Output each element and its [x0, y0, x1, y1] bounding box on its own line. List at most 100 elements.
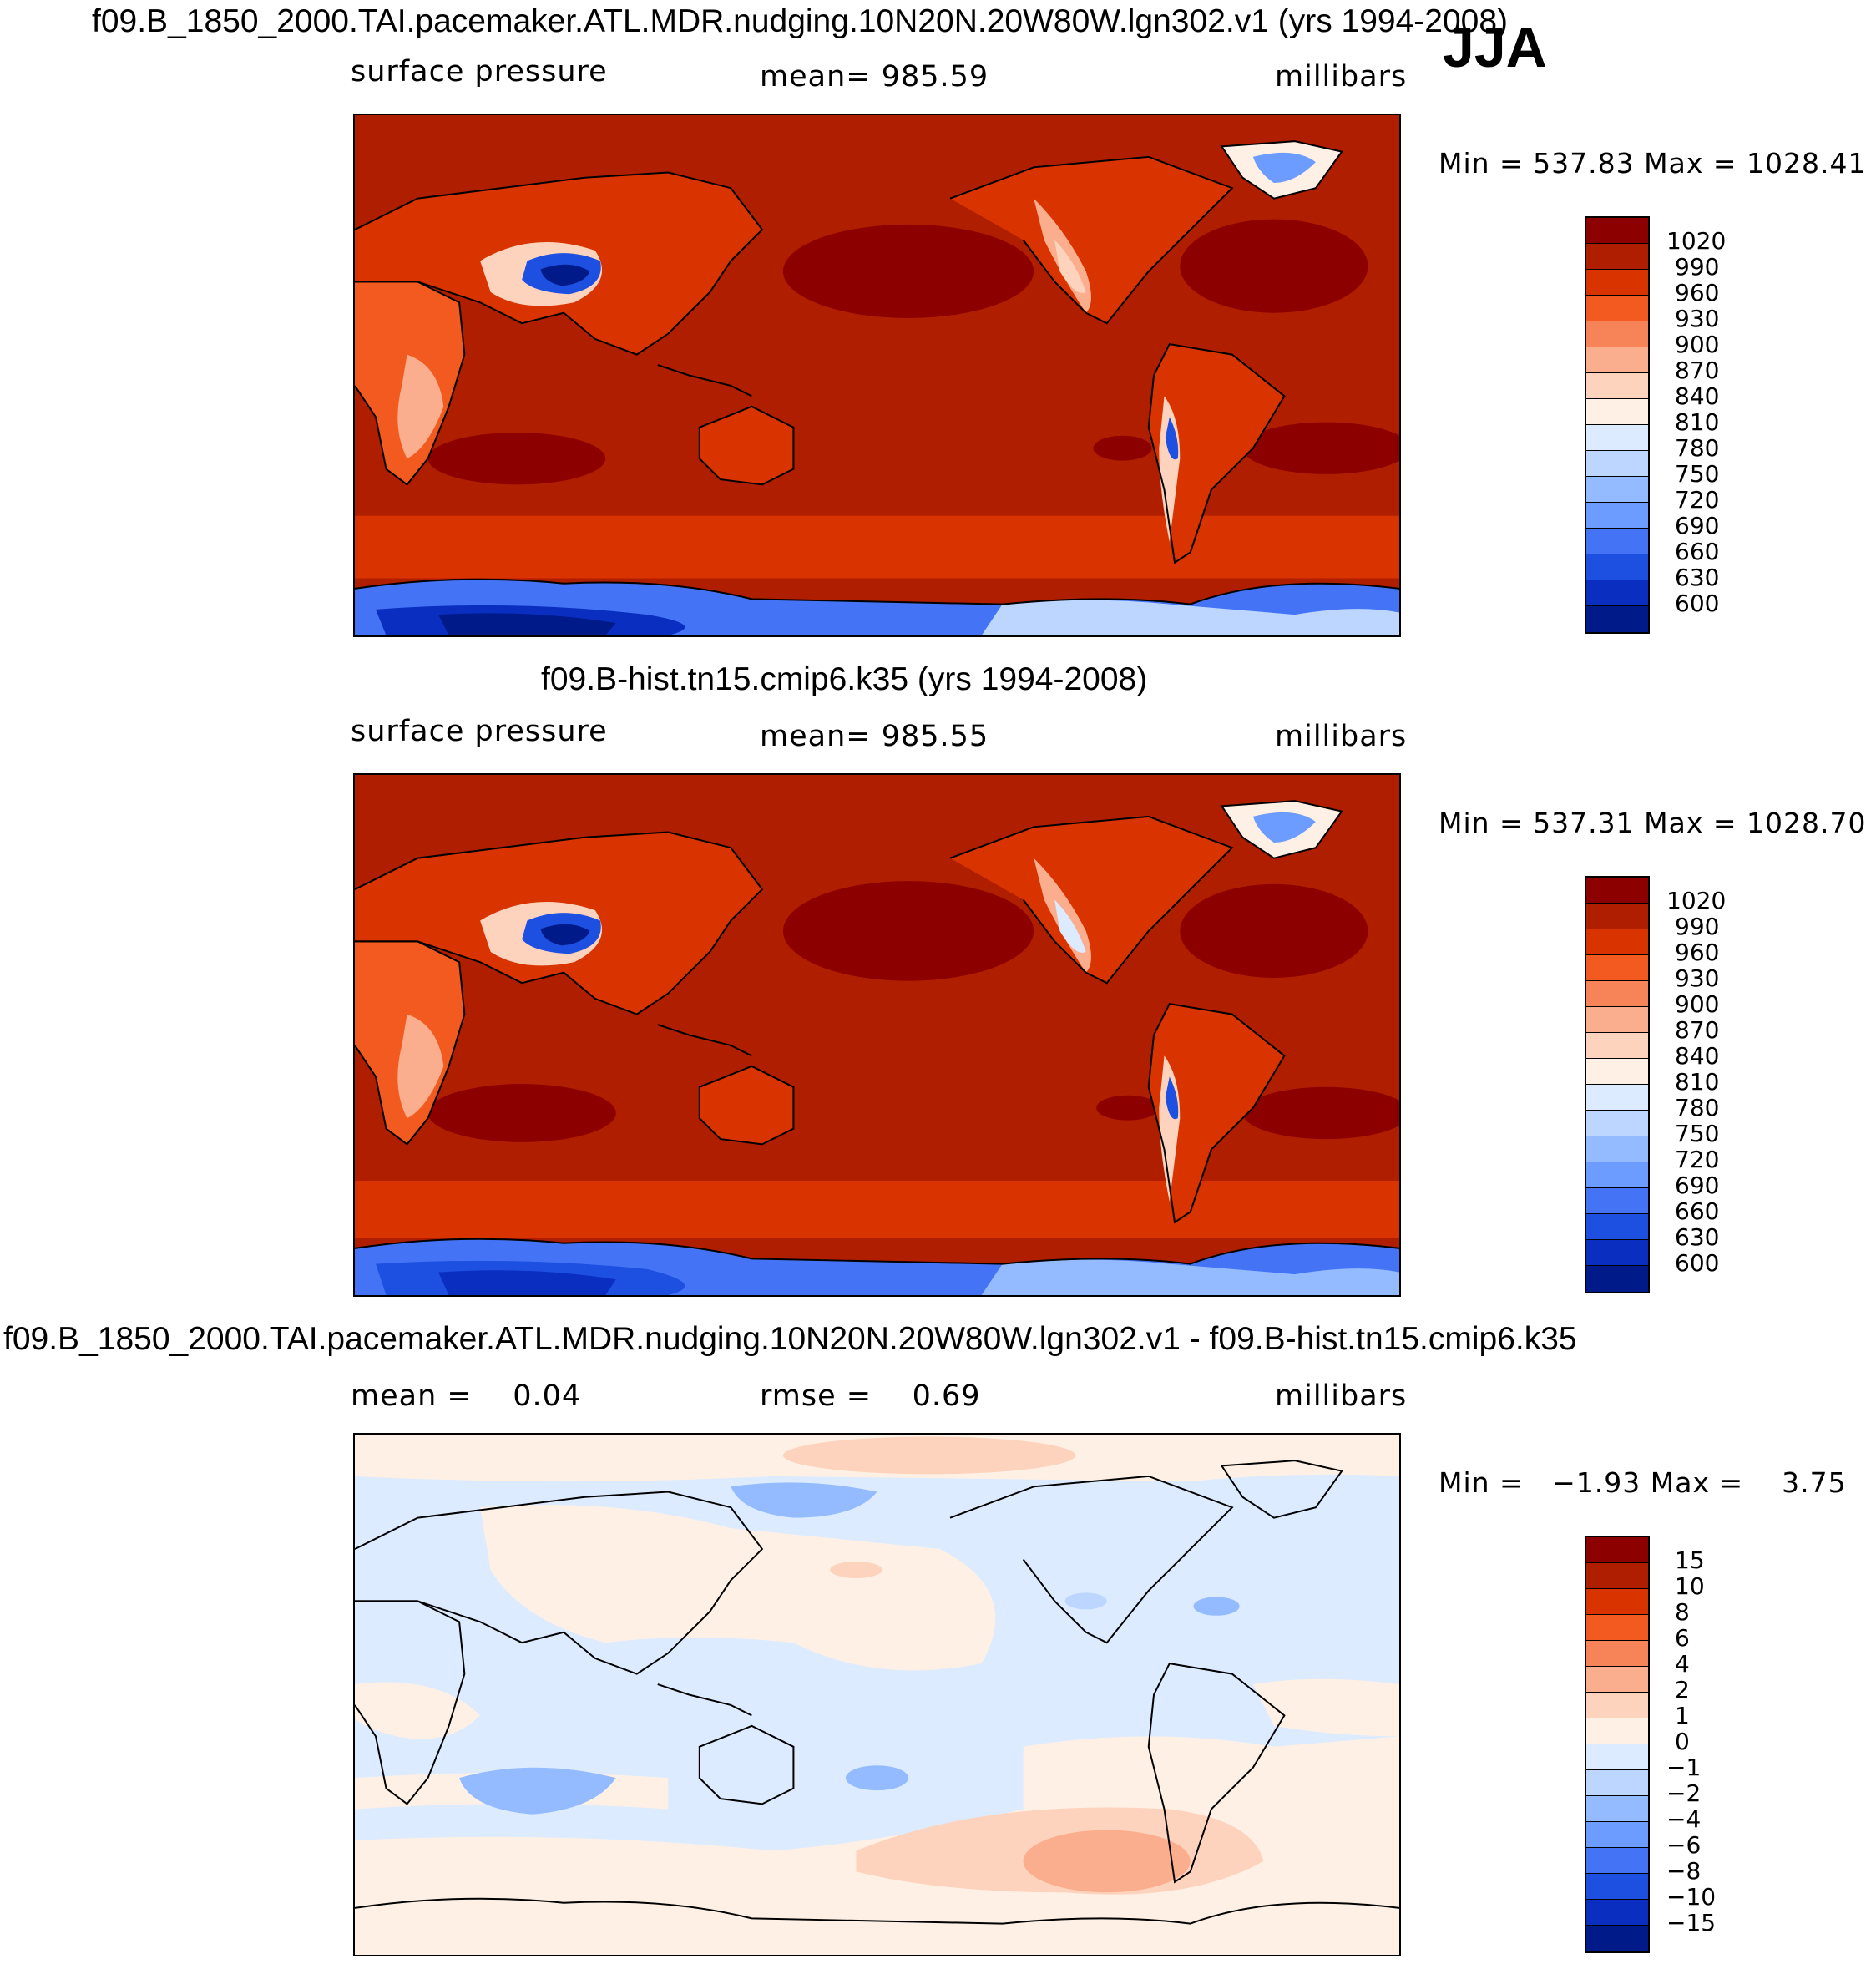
panel1-colorbar-bin	[1586, 451, 1648, 477]
panel1-colorbar-bin	[1586, 347, 1648, 373]
panel3-level-label: −4	[1666, 1805, 1702, 1833]
panel1-colorbar-bin	[1586, 270, 1648, 296]
south-atlantic-high	[1242, 1086, 1399, 1140]
panel1-level-label: 720	[1675, 486, 1720, 514]
panel3-colorbar-bin	[1586, 1874, 1648, 1900]
atlantic-positive	[1252, 1678, 1399, 1737]
panel1-level-label: 1020	[1666, 227, 1727, 255]
panel3-level-label: 15	[1675, 1546, 1705, 1574]
panel2-level-label: 780	[1675, 1094, 1720, 1121]
panel1-colorbar-bin	[1586, 399, 1648, 425]
panel3-colorbar	[1585, 1536, 1650, 1953]
panel3-colorbar-bin	[1586, 1848, 1648, 1874]
coastlines	[355, 1460, 1399, 1925]
panel2-level-label: 1020	[1666, 887, 1727, 914]
panel2-colorbar-bin	[1586, 904, 1648, 929]
eurasia-pacific-positive	[480, 1505, 996, 1671]
south-pacific-high	[1093, 435, 1152, 461]
azores-high	[1180, 219, 1368, 313]
panel2-level-label: 840	[1675, 1042, 1720, 1070]
tibetan-plateau-core	[540, 264, 590, 286]
panel1-colorbar-bin	[1586, 503, 1648, 529]
panel2-colorbar-bin	[1586, 955, 1648, 981]
panel3-colorbar-bin	[1586, 1615, 1648, 1641]
south-indian-negative	[459, 1767, 616, 1815]
panel1-title: f09.B_1850_2000.TAI.pacemaker.ATL.MDR.nu…	[92, 3, 1509, 39]
panel3-level-label: 10	[1675, 1572, 1705, 1600]
panel2-colorbar-bin	[1586, 1085, 1648, 1111]
panel2-level-label: 930	[1675, 964, 1720, 992]
panel3-map-svg	[355, 1435, 1399, 1955]
antarctica-plateau-core	[438, 613, 616, 635]
caribbean-negative	[1193, 1597, 1240, 1616]
panel1-level-label: 960	[1675, 279, 1720, 306]
panel1-level-label: 750	[1675, 460, 1720, 488]
panel2-map-svg	[355, 775, 1399, 1295]
panel3-colorbar-bin	[1586, 1822, 1648, 1848]
panel3-colorbar-bin	[1586, 1563, 1648, 1589]
panel2-minmax-label: Min = 537.31 Max = 1028.70	[1439, 807, 1867, 839]
panel3-colorbar-bin	[1586, 1718, 1648, 1744]
panel3-colorbar-bin	[1586, 1589, 1648, 1615]
panel3-level-label: −2	[1666, 1779, 1702, 1807]
panel1-colorbar-bin	[1586, 580, 1648, 606]
south-pacific-positive-max	[1023, 1830, 1191, 1893]
panel3-colorbar-bin	[1586, 1900, 1648, 1926]
panel3-mean-label: mean = 0.04	[351, 1379, 582, 1413]
panel3-minmax-label: Min = −1.93 Max = 3.75	[1439, 1466, 1847, 1499]
panel2-level-label: 810	[1675, 1068, 1720, 1096]
east-africa-highlands	[397, 354, 444, 459]
panel2-level-label: 990	[1675, 913, 1720, 940]
panel2-colorbar-bin	[1586, 1136, 1648, 1162]
arctic-positive-max	[782, 1436, 1076, 1475]
panel1-colorbar-bin	[1586, 606, 1648, 632]
panel1-colorbar-bin	[1586, 529, 1648, 554]
panel1-level-label: 900	[1675, 331, 1720, 358]
panel3-level-label: 4	[1675, 1650, 1690, 1678]
panel1-colorbar-bin	[1586, 296, 1648, 321]
panel2-colorbar-bin	[1586, 1059, 1648, 1085]
panel3-colorbar-bin	[1586, 1770, 1648, 1796]
panel1-colorbar-bin	[1586, 218, 1648, 244]
panel3-map	[353, 1433, 1401, 1956]
panel3-level-label: −6	[1666, 1831, 1702, 1859]
panel1-level-label: 810	[1675, 408, 1720, 436]
panel1-level-label: 840	[1675, 382, 1720, 410]
panel2-colorbar-bin	[1586, 1033, 1648, 1059]
panel3-colorbar-bin	[1586, 1641, 1648, 1667]
panel3-colorbar-bin	[1586, 1667, 1648, 1693]
panel1-colorbar-bin	[1586, 425, 1648, 451]
panel2-colorbar-bin	[1586, 1214, 1648, 1240]
gulf-negative	[1064, 1592, 1107, 1610]
panel2-level-label: 720	[1675, 1146, 1720, 1173]
panel1-colorbar-bin	[1586, 321, 1648, 347]
panel1-colorbar-bin	[1586, 477, 1648, 503]
panel2-level-label: 660	[1675, 1197, 1720, 1225]
panel2-level-label: 600	[1675, 1249, 1720, 1277]
panel2-colorbar-bin	[1586, 929, 1648, 955]
australia-land	[699, 406, 794, 485]
panel3-colorbar-bin	[1586, 1926, 1648, 1951]
east-antarctica	[981, 1259, 1399, 1295]
panel3-units-label: millibars	[1275, 1379, 1408, 1413]
panel3-level-label: 1	[1675, 1702, 1690, 1729]
panel3-level-label: −15	[1666, 1909, 1717, 1936]
tasman-negative	[845, 1765, 909, 1791]
panel1-level-label: 990	[1675, 253, 1720, 281]
panel2-colorbar-bin	[1586, 878, 1648, 904]
panel2-level-label: 750	[1675, 1120, 1720, 1147]
north-america-land	[950, 156, 1232, 324]
panel3-level-label: −1	[1666, 1754, 1702, 1781]
panel2-variable-label: surface pressure	[351, 715, 608, 748]
panel2-title: f09.B-hist.tn15.cmip6.k35 (yrs 1994-2008…	[541, 661, 1148, 697]
north-pacific-high	[782, 224, 1034, 318]
panel2-level-label: 870	[1675, 1016, 1720, 1044]
panel1-mean-label: mean= 985.59	[760, 60, 989, 94]
south-atlantic-high	[1242, 422, 1399, 474]
south-indian-high	[427, 1084, 616, 1142]
pacific-positive-max	[830, 1562, 882, 1578]
panel2-level-label: 630	[1675, 1223, 1720, 1251]
panel3-level-label: 0	[1675, 1728, 1690, 1755]
east-africa-highlands	[397, 1014, 444, 1119]
panel3-level-label: −8	[1666, 1857, 1702, 1885]
